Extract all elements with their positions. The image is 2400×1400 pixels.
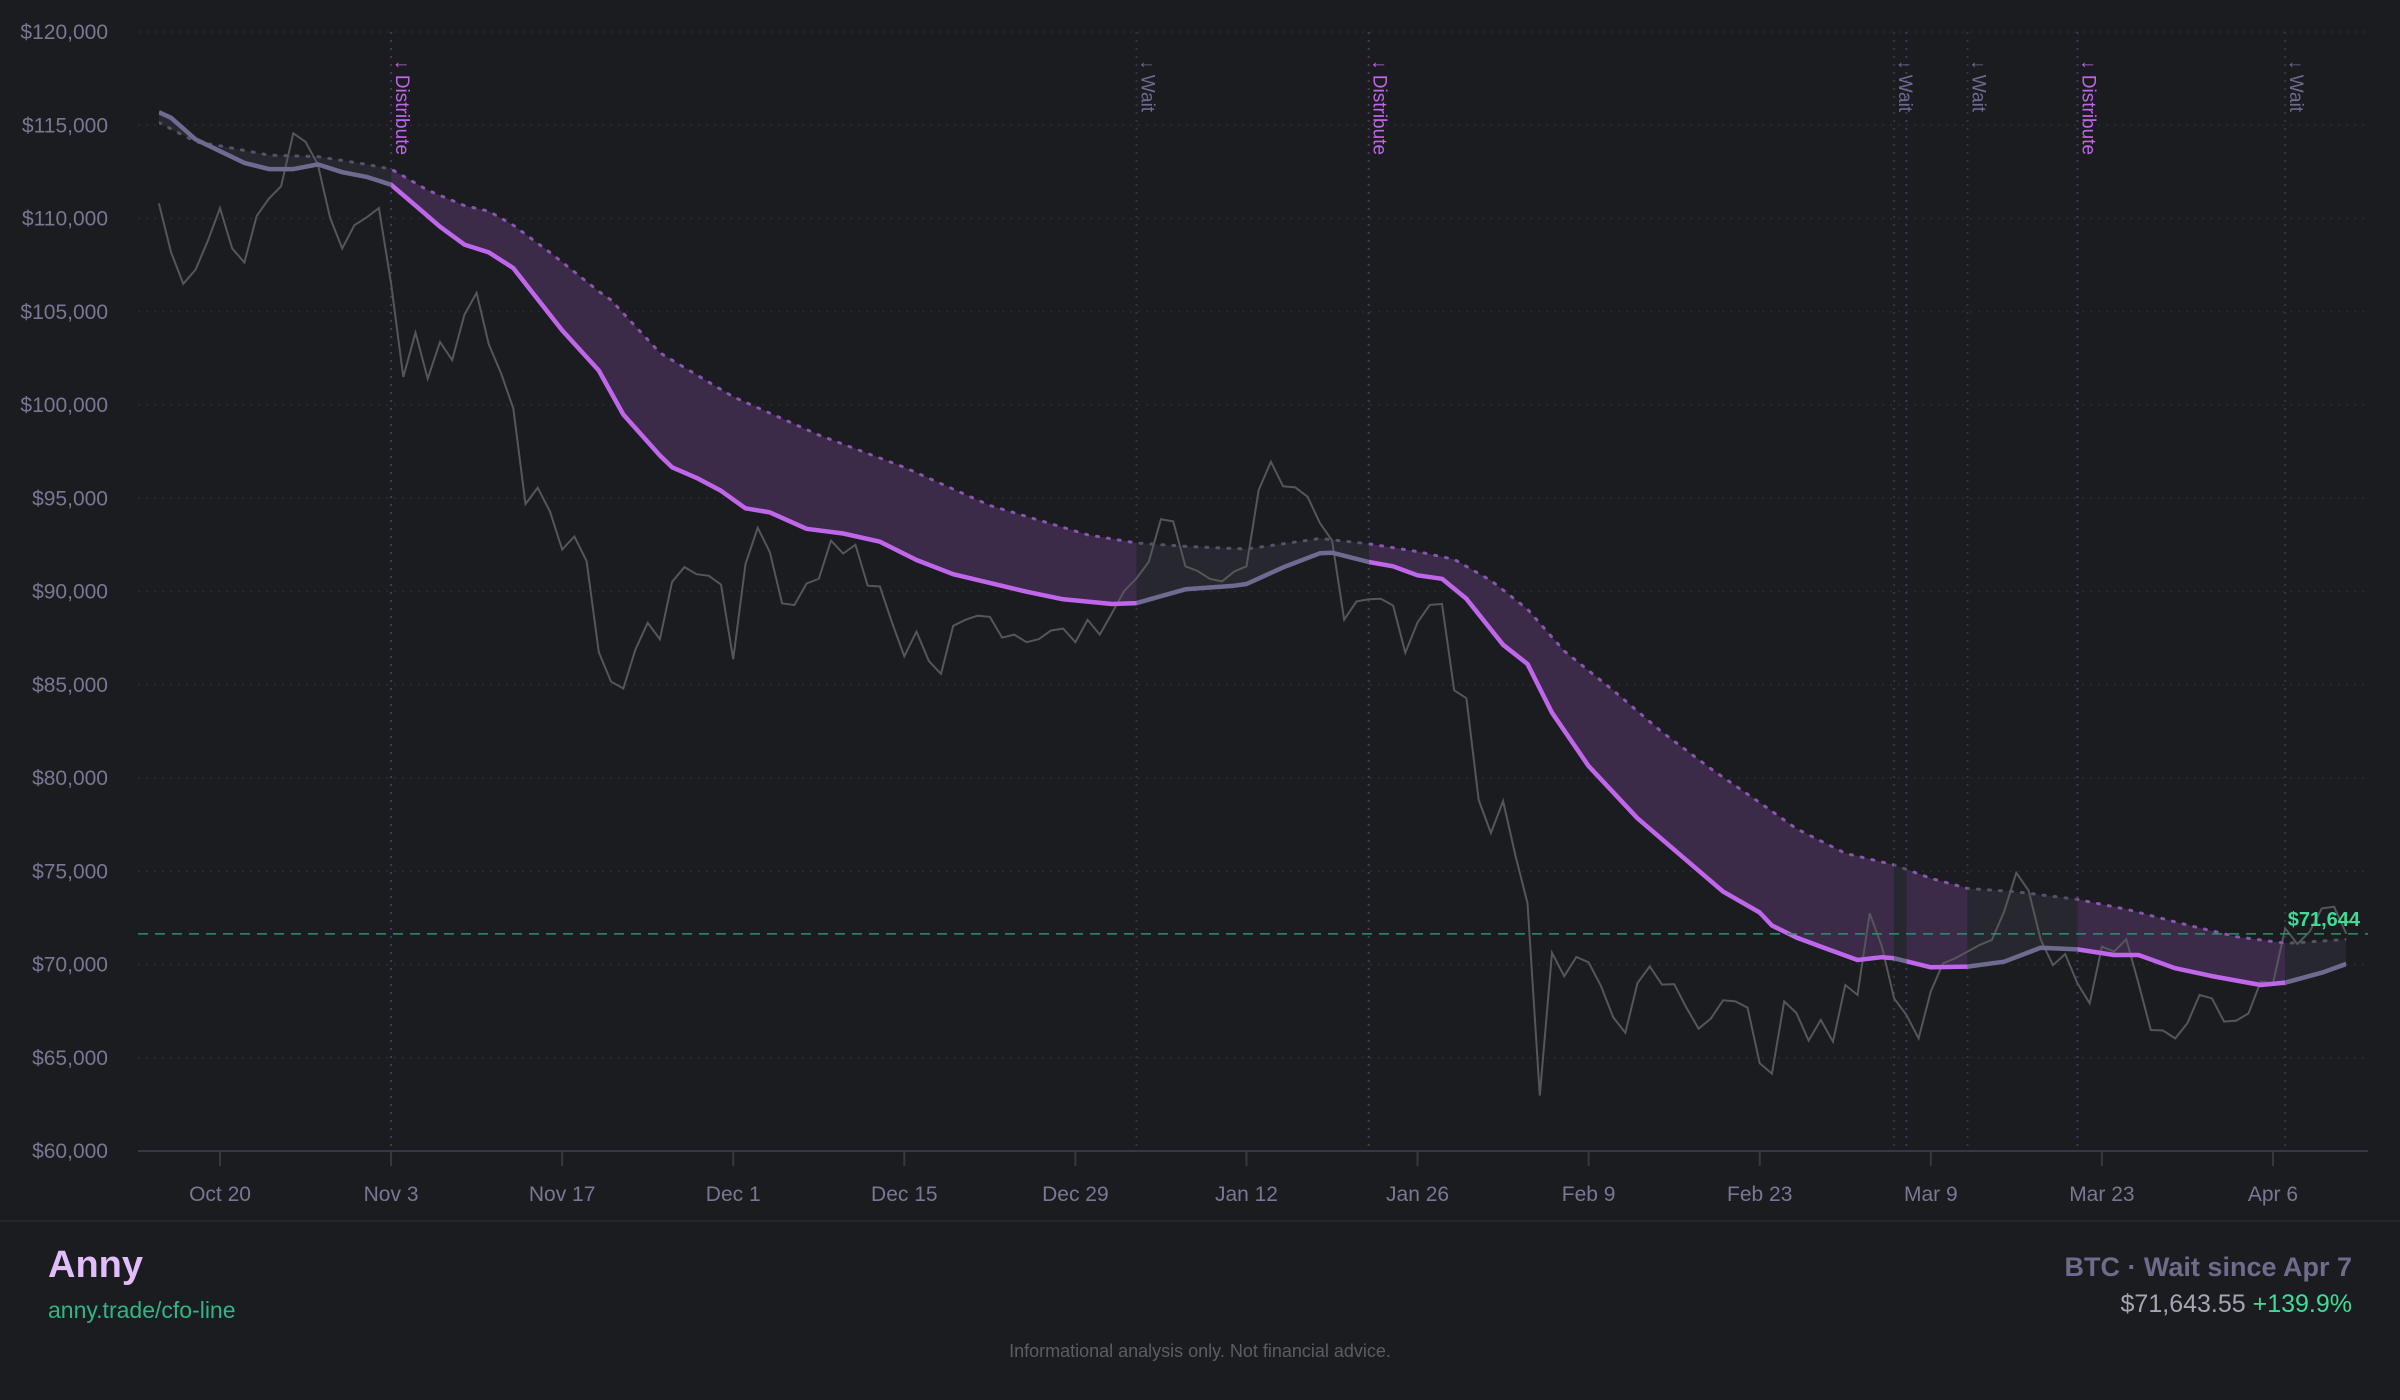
y-tick-label: $75,000 bbox=[32, 860, 108, 883]
x-tick-label: Nov 17 bbox=[529, 1183, 596, 1206]
axes: $60,000 $65,000 $70,000 $75,000 $80,000 $85,0… bbox=[20, 21, 2368, 1206]
y-tick-label: $115,000 bbox=[22, 114, 108, 137]
current-price: $71,643.55 bbox=[2120, 1290, 2246, 1318]
signal-label-distribute: ↓ Distribute bbox=[2077, 60, 2098, 155]
y-tick-label: $85,000 bbox=[32, 674, 108, 697]
price-change: +139.9% bbox=[2252, 1290, 2352, 1318]
brand-url-link[interactable]: anny.trade/cfo-line bbox=[48, 1297, 236, 1323]
signal-label-wait: ↓ Wait bbox=[1894, 60, 1915, 113]
footer-divider bbox=[0, 1220, 2400, 1222]
disclaimer: Informational analysis only. Not financi… bbox=[1009, 1341, 1391, 1361]
x-tick-label: Mar 9 bbox=[1904, 1183, 1958, 1206]
y-tick-label: $80,000 bbox=[32, 767, 108, 790]
signal-label-wait: ↓ Wait bbox=[1967, 60, 1988, 113]
signal-label-wait: ↓ Wait bbox=[1137, 60, 1158, 113]
signal-labels: ↓ Distribute ↓ Wait ↓ Distribute ↓ Wait ↓ Wa… bbox=[391, 60, 2306, 155]
price-summary: $71,643.55 +139.9% bbox=[2121, 1290, 2352, 1319]
x-tick-label: Dec 29 bbox=[1042, 1183, 1109, 1206]
y-tick-label: $65,000 bbox=[32, 1047, 108, 1070]
signal-status: BTC · Wait since Apr 7 bbox=[2064, 1252, 2352, 1282]
y-tick-label: $120,000 bbox=[20, 21, 108, 44]
y-tick-label: $60,000 bbox=[32, 1140, 108, 1163]
signal-label-wait: ↓ Wait bbox=[2285, 60, 2306, 113]
x-tick-label: Feb 23 bbox=[1727, 1183, 1792, 1206]
x-tick-label: Apr 6 bbox=[2248, 1183, 2298, 1206]
x-tick-label: Dec 15 bbox=[871, 1183, 938, 1206]
x-tick-label: Oct 20 bbox=[189, 1183, 251, 1206]
y-tick-label: $105,000 bbox=[20, 301, 108, 324]
x-tick-label: Jan 26 bbox=[1386, 1183, 1449, 1206]
x-tick-label: Mar 23 bbox=[2069, 1183, 2134, 1206]
y-tick-label: $110,000 bbox=[22, 208, 108, 231]
current-price-label: $71,644 bbox=[2288, 909, 2361, 931]
current-price-marker: $71,644 bbox=[138, 909, 2368, 935]
cfo-line-chart: $71,644 $60,000 $65,000 $70,000 $75,000 $80,… bbox=[20, 21, 2368, 1206]
signal-label-distribute: ↓ Distribute bbox=[1369, 60, 1390, 155]
x-tick-label: Nov 3 bbox=[364, 1183, 419, 1206]
x-tick-label: Feb 9 bbox=[1562, 1183, 1616, 1206]
y-tick-label: $90,000 bbox=[32, 581, 108, 604]
grid bbox=[138, 31, 2368, 1152]
brand-name: Anny bbox=[48, 1244, 143, 1286]
signal-label-distribute: ↓ Distribute bbox=[391, 60, 412, 155]
x-tick-label: Jan 12 bbox=[1215, 1183, 1278, 1206]
y-tick-label: $100,000 bbox=[20, 394, 108, 417]
x-tick-label: Dec 1 bbox=[706, 1183, 761, 1206]
y-tick-label: $70,000 bbox=[32, 954, 108, 977]
y-tick-label: $95,000 bbox=[32, 487, 108, 510]
price-line bbox=[157, 131, 2348, 1096]
cfo-series bbox=[158, 110, 2347, 988]
price-series bbox=[157, 131, 2348, 1096]
